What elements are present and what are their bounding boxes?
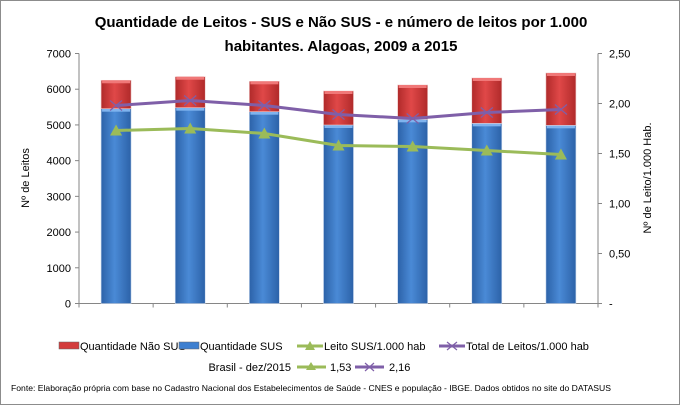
y-tick-label: 7000 <box>47 49 71 61</box>
chart-title-line1: Quantidade de Leitos - SUS e Não SUS - e… <box>95 14 588 31</box>
y-axis-right-label: Nº de Leito/1.000 Hab. <box>642 122 654 233</box>
y-tick-label: 3000 <box>47 191 71 203</box>
y-tick-label: 0 <box>65 299 71 311</box>
x-point <box>332 109 345 120</box>
y-right-tick-label: 2,00 <box>609 99 630 111</box>
y-right-tick-label: 0,50 <box>609 249 630 261</box>
triangle-point <box>554 148 567 160</box>
y-tick-label: 6000 <box>47 84 71 96</box>
triangle-point <box>406 140 419 152</box>
plot-area: 0 1000 2000 3000 4000 5000 6000 7000 - 0,50 1,00 1,… <box>47 49 631 311</box>
bar-nao-sus <box>471 77 503 124</box>
y-tick-label: 1000 <box>47 263 71 275</box>
legend-label: Quantidade SUS <box>200 341 283 353</box>
bar-sus-highlight <box>546 125 575 129</box>
bar-sus-highlight <box>102 108 131 112</box>
bar-sus <box>100 108 132 304</box>
bar-nao-sus <box>174 76 206 108</box>
x-point <box>554 104 568 115</box>
bar-sus-highlight <box>250 111 279 115</box>
brasil-total-leitos-value: 2,16 <box>389 362 410 374</box>
bar-nao-sus <box>323 90 354 126</box>
triangle-point <box>480 144 493 156</box>
legend-label: Leito SUS/1.000 hab <box>324 341 426 353</box>
bar-sus <box>323 124 354 304</box>
triangle-point <box>332 139 345 151</box>
y-axis-label: Nº de Leitos <box>20 148 32 208</box>
y-right-tick-label: 1,00 <box>609 199 630 211</box>
legend-label: Quantidade Não SUS <box>80 341 186 353</box>
triangle-point <box>184 122 197 134</box>
x-point <box>257 100 271 111</box>
bar-nao-sus-highlight <box>398 85 427 88</box>
bar-nao-sus-highlight <box>324 91 353 94</box>
bar-sus-highlight <box>176 107 205 111</box>
triangle-point <box>110 124 123 136</box>
legend: Quantidade Não SUS Quantidade SUS Leito SU… <box>58 341 589 353</box>
y-right-tick-label: 1,50 <box>609 149 630 161</box>
bar-sus <box>249 111 280 304</box>
bar-nao-sus <box>397 84 428 120</box>
legend-swatch <box>178 341 200 350</box>
x-marker-icon <box>446 341 458 351</box>
bar-nao-sus-highlight <box>472 78 501 81</box>
triangle-point <box>258 127 271 139</box>
y-tick-label: 2000 <box>47 227 71 239</box>
legend-swatch <box>58 341 80 350</box>
x-point <box>109 100 123 111</box>
triangle-marker-icon <box>305 341 315 350</box>
brasil-leito-sus-value: 1,53 <box>330 362 351 374</box>
brasil-reference: Brasil - dez/2015 1,53 2,16 <box>208 362 410 374</box>
bar-sus <box>174 107 206 304</box>
bar-sus-highlight <box>472 123 501 127</box>
bar-nao-sus-highlight <box>176 76 205 80</box>
x-point <box>183 95 197 106</box>
bar-sus-highlight <box>324 125 353 128</box>
x-point <box>480 107 494 118</box>
source-note: Fonte: Elaboração própria com base no Ca… <box>11 383 611 393</box>
y-tick-label: 4000 <box>47 156 71 168</box>
bar-nao-sus-highlight <box>546 73 575 76</box>
bar-nao-sus <box>545 72 577 126</box>
y-right-tick-label: - <box>609 299 613 311</box>
y-tick-label: 5000 <box>47 120 71 132</box>
chart-title-line2: habitantes. Alagoas, 2009 a 2015 <box>225 38 458 55</box>
brasil-reference-label: Brasil - dez/2015 <box>208 362 291 374</box>
y-right-tick-label: 2,50 <box>609 49 630 61</box>
legend-label: Total de Leitos/1.000 hab <box>466 341 589 353</box>
bar-sus-highlight <box>398 119 427 123</box>
x-point <box>406 113 420 124</box>
bar-nao-sus-highlight <box>102 80 131 84</box>
triangle-marker-icon <box>306 362 316 370</box>
x-marker-icon <box>364 362 375 372</box>
bar-nao-sus-highlight <box>250 81 279 85</box>
